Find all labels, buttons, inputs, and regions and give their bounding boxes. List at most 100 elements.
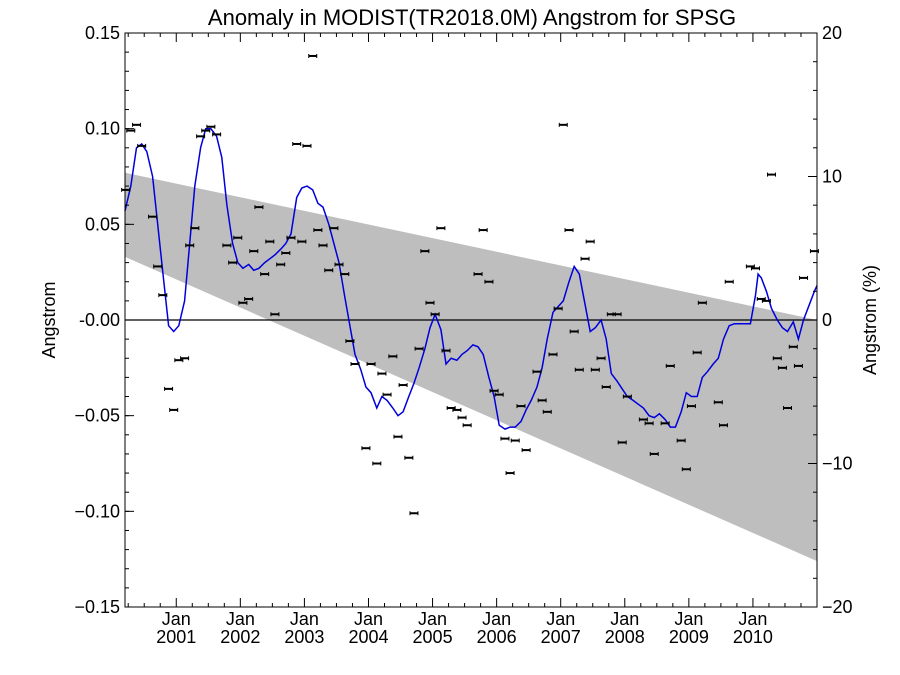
data-point xyxy=(425,300,435,305)
data-point xyxy=(382,392,392,397)
y-tick-label-left: −0.05 xyxy=(74,406,120,426)
data-point xyxy=(553,306,563,311)
data-point xyxy=(329,226,339,231)
data-point xyxy=(137,143,147,148)
x-tick-label-year: 2006 xyxy=(477,627,517,647)
x-tick-label-year: 2008 xyxy=(605,627,645,647)
data-point xyxy=(222,243,232,248)
y-tick-label-left: 0.15 xyxy=(85,23,120,43)
data-point xyxy=(318,243,328,248)
data-point xyxy=(334,262,344,267)
data-point xyxy=(676,438,686,443)
data-point xyxy=(148,214,158,219)
data-point xyxy=(286,235,296,240)
data-point xyxy=(169,407,179,412)
x-tick-label-year: 2004 xyxy=(348,627,388,647)
data-point xyxy=(292,141,302,146)
data-point xyxy=(409,511,419,516)
data-point xyxy=(510,438,520,443)
data-point xyxy=(484,279,494,284)
data-point xyxy=(276,262,286,267)
data-point xyxy=(281,251,291,256)
x-tick-label-month: Jan xyxy=(482,609,511,629)
data-point xyxy=(649,451,659,456)
data-point xyxy=(793,363,803,368)
data-point xyxy=(590,367,600,372)
x-tick-label-year: 2002 xyxy=(220,627,260,647)
data-point xyxy=(574,367,584,372)
x-tick-label-month: Jan xyxy=(674,609,703,629)
data-point xyxy=(398,383,408,388)
data-point xyxy=(622,394,632,399)
data-point xyxy=(596,356,606,361)
data-points-layer xyxy=(121,53,819,516)
data-point xyxy=(478,228,488,233)
data-point xyxy=(580,256,590,261)
data-point xyxy=(153,264,163,269)
data-point xyxy=(686,404,696,409)
data-point xyxy=(254,205,264,210)
data-point xyxy=(297,239,307,244)
data-point xyxy=(340,272,350,277)
data-point xyxy=(212,132,222,137)
data-point xyxy=(638,417,648,422)
data-point xyxy=(713,400,723,405)
x-tick-label-month: Jan xyxy=(418,609,447,629)
data-point xyxy=(558,122,568,127)
data-point xyxy=(767,172,777,177)
smoothed-line-layer xyxy=(124,127,818,430)
data-point xyxy=(783,406,793,411)
y-tick-label-right: 20 xyxy=(822,23,842,43)
data-point xyxy=(372,461,382,466)
data-point xyxy=(761,298,771,303)
data-point xyxy=(238,300,248,305)
data-point xyxy=(420,249,430,254)
data-point xyxy=(308,53,318,58)
y-axis-label-left: Angstrom xyxy=(39,281,59,358)
y-tick-label-left: 0.10 xyxy=(85,119,120,139)
data-point xyxy=(772,356,782,361)
x-tick-label-month: Jan xyxy=(738,609,767,629)
data-point xyxy=(196,134,206,139)
data-point xyxy=(665,363,675,368)
y-axis-label-right: Angstrom (%) xyxy=(860,265,880,375)
data-point xyxy=(265,239,275,244)
data-point xyxy=(494,392,504,397)
data-point xyxy=(462,423,472,428)
data-point xyxy=(500,436,510,441)
x-tick-label-year: 2009 xyxy=(669,627,709,647)
data-point xyxy=(430,312,440,317)
x-tick-label-month: Jan xyxy=(610,609,639,629)
data-point xyxy=(345,339,355,344)
data-point xyxy=(324,268,334,273)
x-tick-label-month: Jan xyxy=(226,609,255,629)
data-point xyxy=(489,388,499,393)
data-point xyxy=(521,448,531,453)
y-axis-left: 0.15 0.10 0.05 -0.00 −0.05 −0.10 −0.15 xyxy=(74,23,134,617)
data-point xyxy=(132,122,142,127)
data-point xyxy=(270,312,280,317)
trend-band xyxy=(125,172,817,562)
y-tick-label-right: −20 xyxy=(822,597,853,617)
x-tick-label-year: 2001 xyxy=(156,627,196,647)
data-point xyxy=(244,296,254,301)
data-point xyxy=(750,266,760,271)
x-tick-label-month: Jan xyxy=(546,609,575,629)
data-point xyxy=(564,228,574,233)
data-point xyxy=(206,124,216,129)
data-point xyxy=(718,423,728,428)
data-point xyxy=(697,300,707,305)
data-point xyxy=(457,415,467,420)
data-point xyxy=(388,354,398,359)
data-point xyxy=(313,228,323,233)
data-point xyxy=(190,226,200,231)
data-point xyxy=(121,187,131,192)
data-point xyxy=(361,446,371,451)
data-point xyxy=(228,260,238,265)
data-point xyxy=(505,471,515,476)
data-point xyxy=(452,407,462,412)
data-point xyxy=(617,440,627,445)
data-point xyxy=(799,275,809,280)
data-point xyxy=(601,384,611,389)
